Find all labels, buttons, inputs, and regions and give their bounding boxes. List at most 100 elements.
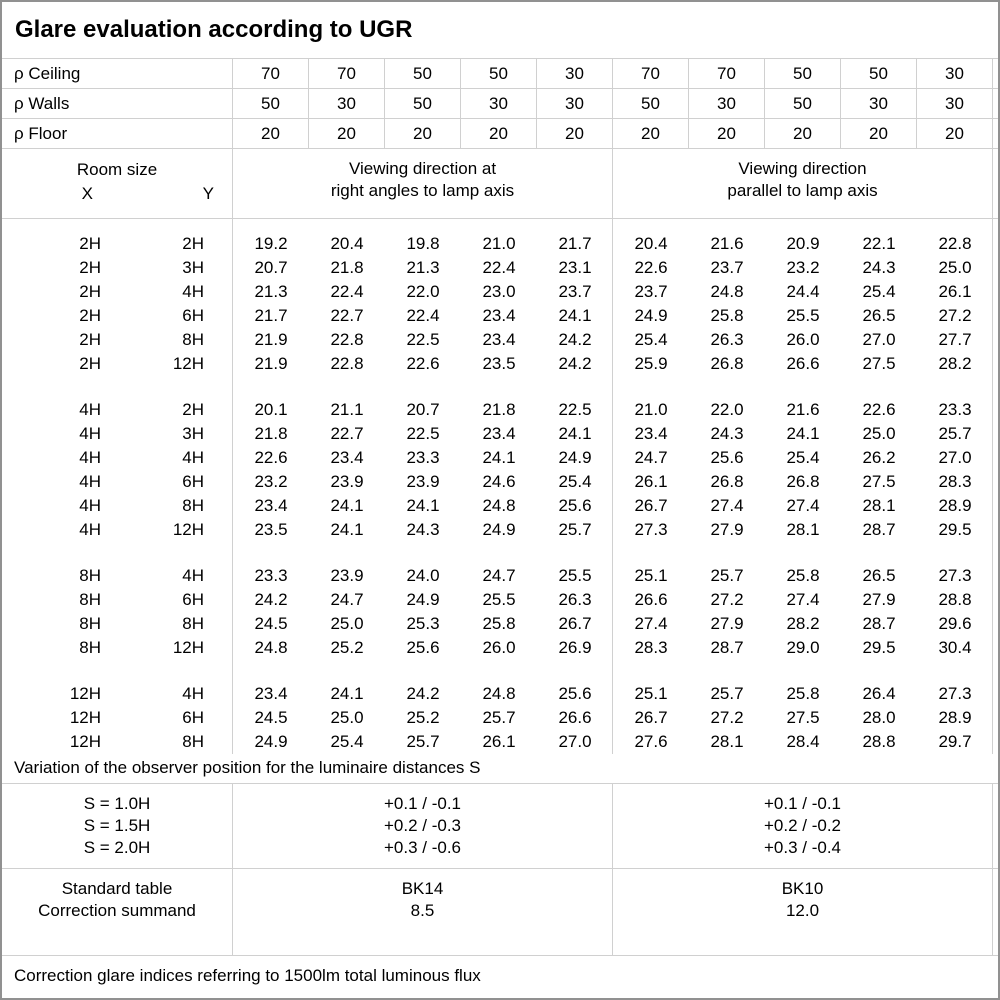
reflectance-value: 30: [460, 89, 536, 118]
ugr-value: 25.4: [558, 472, 592, 491]
ugr-value: 22.6: [254, 448, 288, 467]
room-size-row: 2H 4H: [2, 280, 232, 304]
ugr-value: 24.5: [254, 708, 288, 727]
reflectance-value: 70: [232, 59, 308, 88]
ugr-value: 24.9: [406, 590, 440, 609]
ugr-value: 28.1: [786, 520, 820, 539]
reflectance-value: 50: [460, 59, 536, 88]
ugr-value: 24.1: [330, 684, 364, 703]
ugr-value: 28.3: [634, 638, 668, 657]
ugr-value: 26.0: [786, 330, 820, 349]
ugr-value: 23.4: [330, 448, 364, 467]
room-size-y: 6H: [182, 590, 204, 609]
ugr-value: 23.9: [330, 472, 364, 491]
ugr-value: 22.1: [862, 234, 896, 253]
ugr-value: 24.8: [254, 638, 288, 657]
ugr-value: 26.5: [862, 566, 896, 585]
ugr-value: 25.7: [938, 424, 972, 443]
ugr-row-parallel: 28.3 28.7 29.0 29.5 30.4: [613, 636, 992, 660]
ugr-value: 23.2: [786, 258, 820, 277]
ugr-row-right-angles: 24.9 25.4 25.7 26.1 27.0: [233, 730, 612, 754]
room-size-row: 4H 2H: [2, 398, 232, 422]
ugr-value: 27.3: [938, 684, 972, 703]
ugr-value: 24.8: [482, 496, 516, 515]
ugr-row-parallel: 23.4 24.3 24.1 25.0 25.7: [613, 422, 992, 446]
ugr-value: 22.8: [330, 330, 364, 349]
ugr-value: 25.7: [710, 566, 744, 585]
ugr-value: 24.9: [558, 448, 592, 467]
ugr-value: 21.9: [254, 354, 288, 373]
ugr-value: 25.3: [406, 614, 440, 633]
ugr-value: 25.2: [330, 638, 364, 657]
ugr-row-parallel: 24.9 25.8 25.5 26.5 27.2: [613, 304, 992, 328]
ugr-value: 26.8: [710, 472, 744, 491]
ugr-value: 27.4: [786, 590, 820, 609]
ugr-value: 24.7: [482, 566, 516, 585]
reflectance-value: 20: [460, 119, 536, 148]
ugr-value: 23.9: [330, 566, 364, 585]
room-size-row: 2H 8H: [2, 328, 232, 352]
ugr-value: 25.4: [786, 448, 820, 467]
ugr-value: 23.7: [634, 282, 668, 301]
ugr-value: 22.7: [330, 424, 364, 443]
room-size-x: 2H: [79, 330, 101, 349]
ugr-value: 23.3: [406, 448, 440, 467]
ugr-value: 27.9: [862, 590, 896, 609]
ugr-row-parallel: 26.7 27.4 27.4 28.1 28.9: [613, 494, 992, 518]
reflectance-value: 30: [916, 89, 992, 118]
room-size-row: 12H 8H: [2, 730, 232, 754]
ugr-value: 24.9: [482, 520, 516, 539]
variation-note: Variation of the observer position for t…: [2, 753, 998, 784]
ugr-row-parallel: 26.7 27.2 27.5 28.0 28.9: [613, 706, 992, 730]
ugr-value: 28.1: [710, 732, 744, 751]
reflectance-row-label: ρ Walls: [14, 93, 70, 113]
reflectance-value: 20: [536, 119, 612, 148]
reflectance-value: 30: [840, 89, 916, 118]
ugr-value: 27.6: [634, 732, 668, 751]
room-size-y: 4H: [182, 448, 204, 467]
ugr-value: 27.5: [862, 472, 896, 491]
header-filler: [992, 149, 998, 218]
ugr-value: 25.0: [330, 614, 364, 633]
ugr-value: 28.7: [862, 614, 896, 633]
ugr-value: 24.1: [482, 448, 516, 467]
ugr-value: 21.3: [254, 282, 288, 301]
room-size-x: 12H: [69, 708, 101, 727]
ugr-value: 27.4: [634, 614, 668, 633]
data-filler: [992, 219, 998, 754]
room-size-x: 8H: [79, 638, 101, 657]
reflectance-value: 20: [764, 119, 840, 148]
ugr-value: 23.4: [482, 424, 516, 443]
reflectance-value: 20: [612, 119, 688, 148]
ugr-value: 30.4: [938, 638, 972, 657]
ugr-value: 28.2: [938, 354, 972, 373]
room-size-x: 2H: [79, 282, 101, 301]
ugr-value: 25.0: [938, 258, 972, 277]
ugr-value: 25.5: [786, 306, 820, 325]
ugr-value: 21.7: [558, 234, 592, 253]
ugr-value: 23.3: [254, 566, 288, 585]
ugr-value: 28.7: [862, 520, 896, 539]
ugr-row-right-angles: 20.7 21.8 21.3 22.4 23.1: [233, 256, 612, 280]
reflectance-value: 30: [536, 59, 612, 88]
reflectance-value: 70: [612, 59, 688, 88]
room-size-y: 3H: [182, 424, 204, 443]
table-header-row: Room size X Y Viewing direction at right…: [2, 149, 998, 219]
ugr-value: 22.8: [938, 234, 972, 253]
ugr-row-parallel: 24.7 25.6 25.4 26.2 27.0: [613, 446, 992, 470]
ugr-value: 25.7: [482, 708, 516, 727]
ugr-value: 21.8: [254, 424, 288, 443]
ugr-value: 23.9: [406, 472, 440, 491]
room-size-row: 8H 8H: [2, 612, 232, 636]
ugr-row-right-angles: 21.9 22.8 22.5 23.4 24.2: [233, 328, 612, 352]
ugr-row-right-angles: 21.8 22.7 22.5 23.4 24.1: [233, 422, 612, 446]
reflectance-value: 20: [916, 119, 992, 148]
ugr-value: 24.2: [254, 590, 288, 609]
reflectance-value: 20: [384, 119, 460, 148]
ugr-value: 20.4: [634, 234, 668, 253]
ugr-value: 24.2: [558, 354, 592, 373]
ugr-value: 25.8: [786, 566, 820, 585]
reflectance-value: 20: [308, 119, 384, 148]
footer-note: Correction glare indices referring to 15…: [14, 966, 481, 985]
reflectance-value: 50: [612, 89, 688, 118]
